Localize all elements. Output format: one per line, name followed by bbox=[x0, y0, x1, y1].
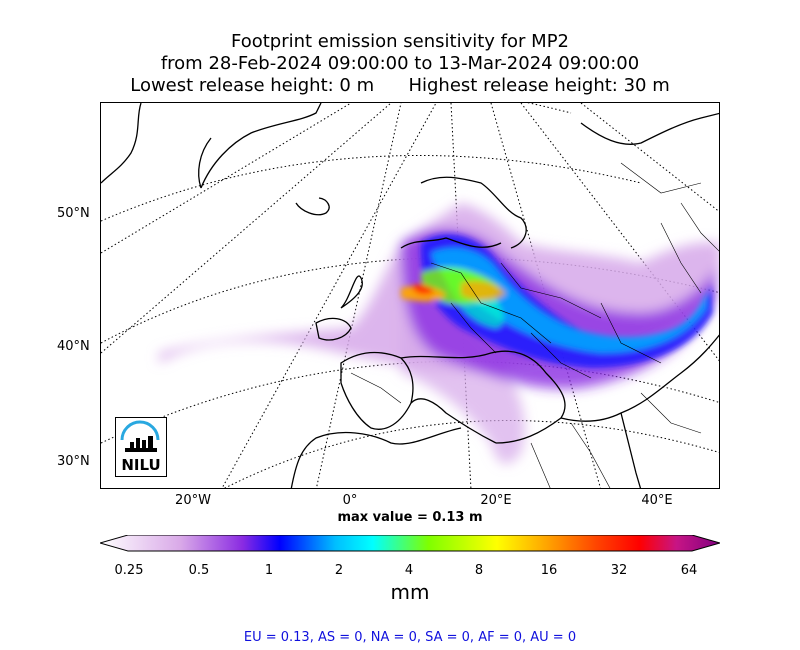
map-panel: NILU bbox=[100, 102, 720, 489]
colorbar-tick-3: 2 bbox=[334, 563, 344, 578]
footprint-plume bbox=[159, 203, 719, 464]
lat-label-40n: 40°N bbox=[57, 339, 90, 354]
map-canvas bbox=[101, 103, 719, 488]
colorbar-tick-7: 32 bbox=[610, 563, 628, 578]
lon-label-40e: 40°E bbox=[641, 493, 673, 508]
region-totals: EU = 0.13, AS = 0, NA = 0, SA = 0, AF = … bbox=[243, 630, 577, 645]
lon-label-0: 0° bbox=[342, 493, 358, 508]
lon-label-20e: 20°E bbox=[480, 493, 512, 508]
nilu-logo-icon bbox=[120, 420, 160, 452]
title-line-1: Footprint emission sensitivity for MP2 bbox=[230, 31, 569, 52]
lat-label-50n: 50°N bbox=[57, 206, 90, 221]
colorbar-tick-0: 0.25 bbox=[114, 563, 144, 578]
title-line-2: from 28-Feb-2024 09:00:00 to 13-Mar-2024… bbox=[160, 53, 640, 74]
borders bbox=[350, 162, 719, 488]
max-value-label: max value = 0.13 m bbox=[337, 510, 483, 525]
colorbar-tick-8: 64 bbox=[680, 563, 698, 578]
colorbar-tick-6: 16 bbox=[540, 563, 558, 578]
lon-label-20w: 20°W bbox=[175, 493, 211, 508]
colorbar-tick-1: 0.5 bbox=[188, 563, 210, 578]
colorbar-tick-5: 8 bbox=[474, 563, 484, 578]
nilu-logo-text: NILU bbox=[121, 456, 161, 474]
colorbar bbox=[100, 535, 720, 552]
coastlines bbox=[101, 103, 719, 488]
title-line-3: Lowest release height: 0 m Highest relea… bbox=[130, 75, 670, 96]
lat-label-30n: 30°N bbox=[57, 454, 90, 469]
nilu-logo: NILU bbox=[115, 417, 167, 477]
colorbar-unit: mm bbox=[390, 580, 430, 604]
colorbar-tick-2: 1 bbox=[264, 563, 274, 578]
colorbar-tick-4: 4 bbox=[404, 563, 414, 578]
